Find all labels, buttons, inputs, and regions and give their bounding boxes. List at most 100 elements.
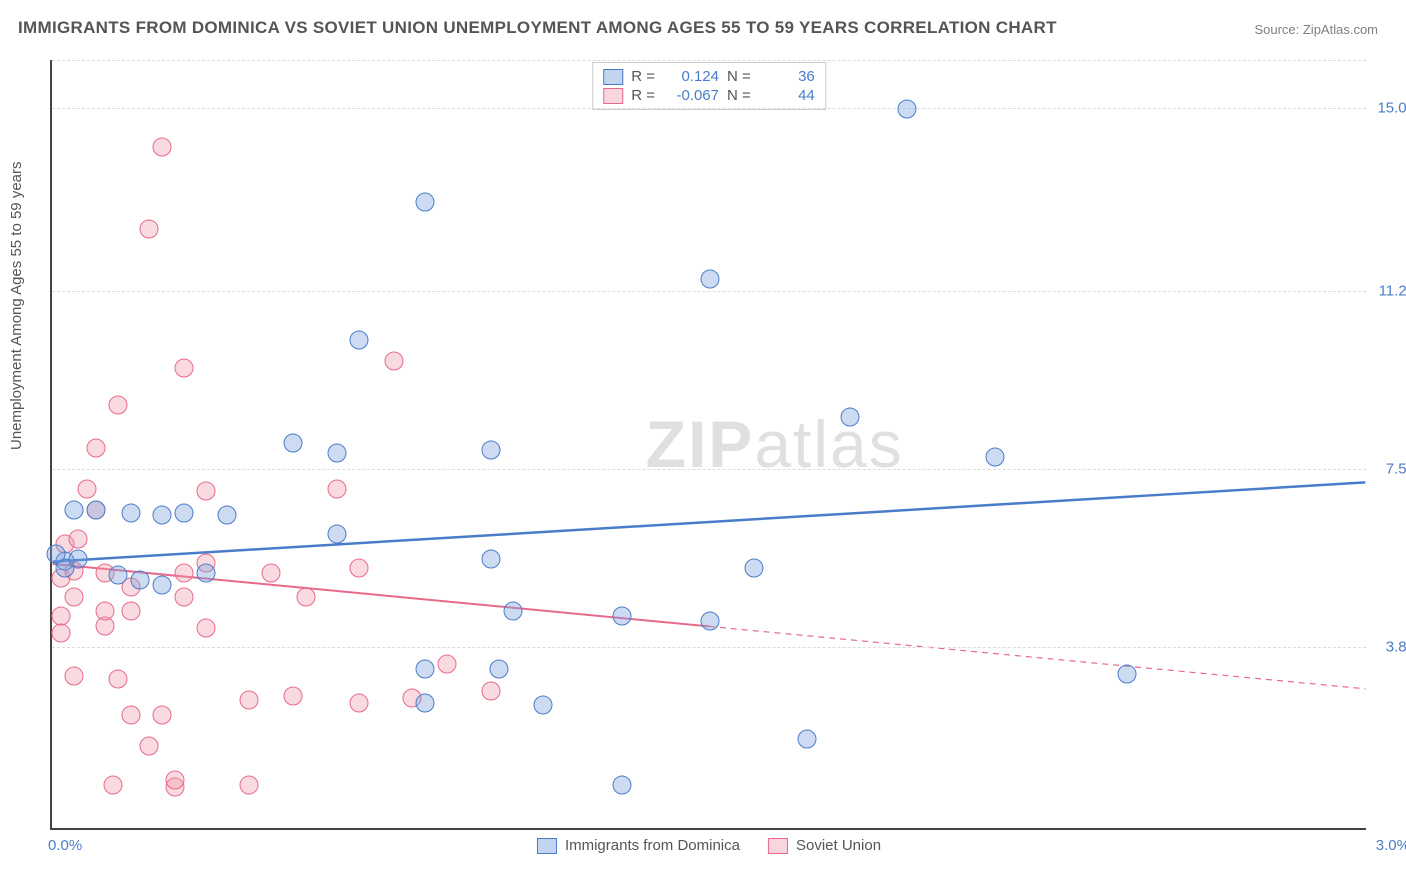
data-point-pink bbox=[350, 693, 369, 712]
data-point-pink bbox=[139, 737, 158, 756]
data-point-blue bbox=[108, 566, 127, 585]
data-point-pink bbox=[174, 563, 193, 582]
swatch-blue-icon bbox=[603, 69, 623, 85]
data-point-blue bbox=[218, 506, 237, 525]
data-point-pink bbox=[328, 479, 347, 498]
data-point-blue bbox=[130, 571, 149, 590]
data-point-pink bbox=[385, 352, 404, 371]
y-tick-label: 11.2% bbox=[1370, 283, 1406, 300]
gridline bbox=[52, 60, 1366, 61]
correlation-stats-box: R = 0.124 N = 36 R = -0.067 N = 44 bbox=[592, 62, 826, 110]
data-point-pink bbox=[437, 655, 456, 674]
data-point-blue bbox=[534, 696, 553, 715]
data-point-pink bbox=[262, 563, 281, 582]
chart-source: Source: ZipAtlas.com bbox=[1254, 22, 1378, 37]
data-point-pink bbox=[174, 588, 193, 607]
data-point-blue bbox=[613, 775, 632, 794]
data-point-blue bbox=[898, 99, 917, 118]
data-point-pink bbox=[64, 588, 83, 607]
y-tick-label: 3.8% bbox=[1370, 639, 1406, 656]
data-point-blue bbox=[350, 330, 369, 349]
data-point-pink bbox=[350, 559, 369, 578]
gridline bbox=[52, 108, 1366, 109]
data-point-pink bbox=[51, 624, 70, 643]
data-point-pink bbox=[121, 602, 140, 621]
stats-row-pink: R = -0.067 N = 44 bbox=[603, 86, 815, 105]
swatch-blue-icon bbox=[537, 838, 557, 854]
data-point-blue bbox=[174, 503, 193, 522]
data-point-pink bbox=[121, 705, 140, 724]
y-tick-label: 7.5% bbox=[1370, 461, 1406, 478]
data-point-pink bbox=[104, 775, 123, 794]
data-point-pink bbox=[86, 438, 105, 457]
data-point-blue bbox=[152, 575, 171, 594]
r-value-pink: -0.067 bbox=[663, 87, 719, 104]
data-point-blue bbox=[328, 525, 347, 544]
data-point-blue bbox=[121, 503, 140, 522]
n-label: N = bbox=[727, 68, 751, 85]
data-point-blue bbox=[47, 544, 66, 563]
n-label: N = bbox=[727, 87, 751, 104]
watermark: ZIPatlas bbox=[646, 406, 904, 482]
data-point-blue bbox=[490, 660, 509, 679]
data-point-blue bbox=[328, 443, 347, 462]
data-point-blue bbox=[481, 441, 500, 460]
data-point-blue bbox=[415, 660, 434, 679]
data-point-pink bbox=[297, 588, 316, 607]
r-label: R = bbox=[631, 68, 655, 85]
data-point-blue bbox=[1117, 665, 1136, 684]
swatch-pink-icon bbox=[603, 88, 623, 104]
series-legend: Immigrants from Dominica Soviet Union bbox=[537, 837, 881, 854]
data-point-pink bbox=[240, 775, 259, 794]
r-label: R = bbox=[631, 87, 655, 104]
data-point-blue bbox=[744, 559, 763, 578]
gridline bbox=[52, 469, 1366, 470]
y-axis-label: Unemployment Among Ages 55 to 59 years bbox=[8, 161, 25, 450]
data-point-pink bbox=[284, 686, 303, 705]
regression-lines-svg bbox=[52, 60, 1366, 828]
data-point-blue bbox=[196, 563, 215, 582]
data-point-pink bbox=[152, 138, 171, 157]
data-point-pink bbox=[196, 619, 215, 638]
data-point-blue bbox=[503, 602, 522, 621]
data-point-pink bbox=[51, 607, 70, 626]
data-point-blue bbox=[152, 506, 171, 525]
gridline bbox=[52, 291, 1366, 292]
x-tick-max: 3.0% bbox=[1376, 837, 1406, 854]
data-point-blue bbox=[986, 448, 1005, 467]
data-point-pink bbox=[139, 219, 158, 238]
scatter-plot: ZIPatlas R = 0.124 N = 36 R = -0.067 N =… bbox=[50, 60, 1366, 830]
y-tick-label: 15.0% bbox=[1370, 100, 1406, 117]
data-point-pink bbox=[240, 691, 259, 710]
data-point-blue bbox=[415, 693, 434, 712]
legend-item-pink: Soviet Union bbox=[768, 837, 881, 854]
n-value-pink: 44 bbox=[759, 87, 815, 104]
data-point-blue bbox=[613, 607, 632, 626]
gridline bbox=[52, 647, 1366, 648]
data-point-blue bbox=[415, 193, 434, 212]
data-point-pink bbox=[108, 669, 127, 688]
data-point-pink bbox=[481, 681, 500, 700]
data-point-pink bbox=[196, 482, 215, 501]
data-point-pink bbox=[174, 359, 193, 378]
data-point-pink bbox=[95, 602, 114, 621]
data-point-blue bbox=[481, 549, 500, 568]
data-point-blue bbox=[284, 434, 303, 453]
data-point-blue bbox=[701, 612, 720, 631]
swatch-pink-icon bbox=[768, 838, 788, 854]
data-point-blue bbox=[86, 501, 105, 520]
data-point-pink bbox=[152, 705, 171, 724]
legend-item-blue: Immigrants from Dominica bbox=[537, 837, 740, 854]
x-tick-min: 0.0% bbox=[48, 837, 82, 854]
r-value-blue: 0.124 bbox=[663, 68, 719, 85]
data-point-pink bbox=[165, 770, 184, 789]
data-point-pink bbox=[64, 667, 83, 686]
n-value-blue: 36 bbox=[759, 68, 815, 85]
stats-row-blue: R = 0.124 N = 36 bbox=[603, 67, 815, 86]
legend-label-blue: Immigrants from Dominica bbox=[565, 837, 740, 854]
data-point-pink bbox=[69, 530, 88, 549]
data-point-blue bbox=[64, 501, 83, 520]
data-point-blue bbox=[797, 729, 816, 748]
data-point-pink bbox=[78, 479, 97, 498]
data-point-pink bbox=[108, 395, 127, 414]
